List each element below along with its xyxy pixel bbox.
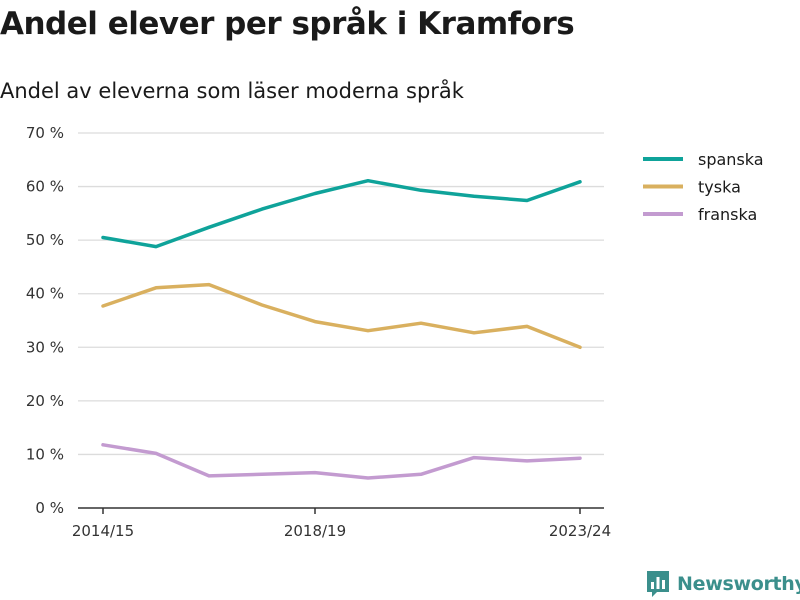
x-tick-label: 2018/19 (284, 522, 346, 540)
data-point-spanska (154, 245, 158, 249)
y-tick-label: 20 % (26, 392, 64, 410)
data-point-spanska (525, 199, 529, 202)
legend-item-tyska: tyska (643, 178, 741, 197)
data-point-tyska (419, 321, 423, 325)
y-tick-label: 0 % (35, 499, 64, 517)
data-point-tyska (154, 286, 158, 290)
data-point-tyska (472, 331, 476, 335)
y-tick-label: 70 % (26, 124, 64, 142)
data-point-franska (578, 456, 582, 460)
data-point-franska (472, 456, 476, 460)
brand-logo: Newsworthy (645, 569, 800, 599)
y-tick-label: 40 % (26, 285, 64, 303)
x-tick-label: 2023/24 (549, 522, 611, 540)
data-point-franska (313, 471, 317, 475)
data-point-franska (101, 443, 105, 447)
data-point-spanska (207, 225, 211, 229)
data-point-spanska (472, 194, 476, 198)
data-point-spanska (366, 179, 370, 183)
x-axis: 2014/15 2018/19 2023/24 (72, 507, 611, 540)
data-point-franska (207, 474, 211, 478)
legend-label: spanska (698, 150, 764, 169)
data-point-tyska (207, 283, 211, 287)
data-point-franska (366, 476, 370, 480)
data-point-tyska (525, 324, 529, 328)
series-line-franska (101, 443, 582, 480)
legend-label: tyska (698, 178, 741, 197)
x-tick-label: 2014/15 (72, 522, 134, 540)
data-point-franska (260, 472, 264, 476)
y-axis: 0 % 10 % 20 % 30 % 40 % 50 % 60 % 70 % (26, 124, 64, 517)
data-point-tyska (313, 320, 317, 324)
data-point-tyska (101, 304, 105, 308)
y-tick-label: 10 % (26, 445, 64, 463)
y-tick-label: 60 % (26, 178, 64, 196)
data-point-spanska (101, 235, 105, 239)
series-spanska (101, 178, 582, 249)
series-lines (101, 178, 582, 480)
data-point-franska (419, 472, 423, 476)
bar-chart-speech-bubble-icon (647, 571, 669, 597)
data-point-tyska (260, 303, 264, 307)
data-point-franska (525, 459, 529, 463)
series-line-tyska (101, 282, 582, 350)
legend-label: franska (698, 205, 757, 224)
brand-name: Newsworthy (677, 573, 800, 595)
y-tick-label: 30 % (26, 338, 64, 356)
data-point-spanska (313, 192, 317, 196)
data-point-tyska (366, 329, 370, 333)
chart-subtitle: Andel av eleverna som läser moderna språ… (0, 79, 464, 103)
data-point-spanska (419, 188, 423, 192)
data-point-tyska (578, 345, 582, 349)
series-franska (101, 443, 582, 480)
gridlines (78, 132, 604, 456)
series-line-spanska (101, 178, 582, 249)
series-tyska (101, 282, 582, 350)
data-point-franska (154, 451, 158, 455)
data-point-spanska (260, 207, 264, 211)
y-tick-label: 50 % (26, 231, 64, 249)
chart-title: Andel elever per språk i Kramfors (0, 6, 575, 42)
legend-item-franska: franska (643, 205, 757, 224)
legend-item-spanska: spanska (643, 150, 764, 169)
data-point-spanska (578, 180, 582, 184)
legend: spanska tyska franska (643, 150, 764, 224)
